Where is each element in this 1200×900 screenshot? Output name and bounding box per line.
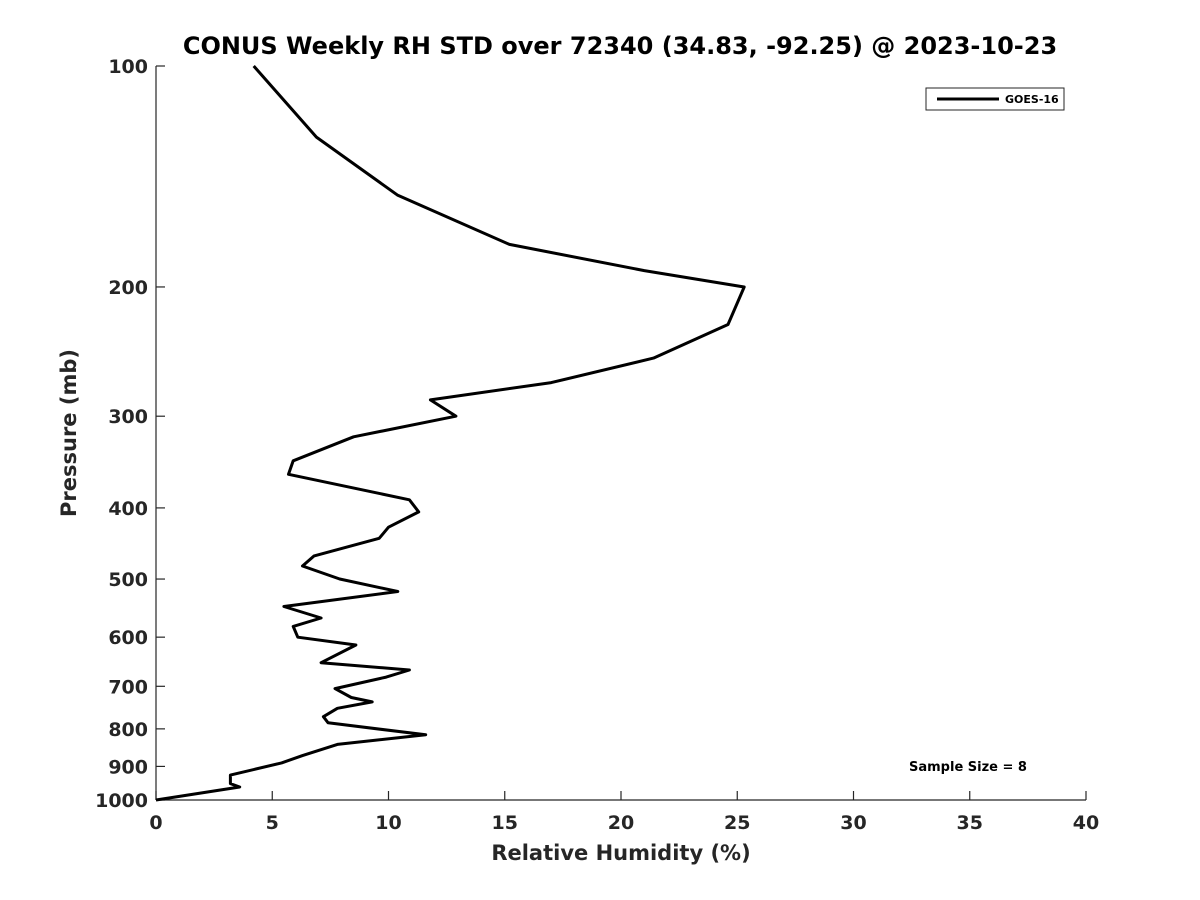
y-tick-label: 300 <box>108 406 148 428</box>
x-tick-label: 15 <box>492 812 518 834</box>
y-tick-label: 1000 <box>95 790 148 812</box>
y-tick-label: 500 <box>108 569 148 591</box>
y-tick-label: 200 <box>108 277 148 299</box>
x-tick-label: 10 <box>375 812 401 834</box>
series-line-goes-16 <box>155 65 746 802</box>
x-tick-label: 20 <box>608 812 634 834</box>
y-axis-label: Pressure (mb) <box>57 349 81 517</box>
y-tick-label: 800 <box>108 719 148 741</box>
y-tick-label: 600 <box>108 627 148 649</box>
legend-label-goes16: GOES-16 <box>1005 93 1059 106</box>
x-tick-label: 0 <box>149 812 162 834</box>
y-tick-label: 100 <box>108 56 148 78</box>
x-tick-label: 40 <box>1073 812 1099 834</box>
x-axis-label: Relative Humidity (%) <box>491 841 750 865</box>
y-tick-label: 700 <box>108 676 148 698</box>
sample-size-annotation: Sample Size = 8 <box>909 760 1027 775</box>
legend: GOES-16 <box>925 87 1065 111</box>
x-tick-label: 5 <box>266 812 279 834</box>
series-layer <box>155 65 746 802</box>
y-tick-label: 400 <box>108 498 148 520</box>
y-axis-ticks: 100 200 300 400 500 600 700 800 900 1000 <box>95 56 165 812</box>
x-tick-label: 35 <box>957 812 983 834</box>
x-tick-label: 30 <box>840 812 866 834</box>
axes <box>155 66 1086 801</box>
y-tick-label: 900 <box>108 756 148 778</box>
chart-title: CONUS Weekly RH STD over 72340 (34.83, -… <box>183 32 1057 60</box>
x-axis-ticks: 0 5 10 15 20 25 30 35 40 <box>149 791 1099 834</box>
x-tick-label: 25 <box>724 812 750 834</box>
